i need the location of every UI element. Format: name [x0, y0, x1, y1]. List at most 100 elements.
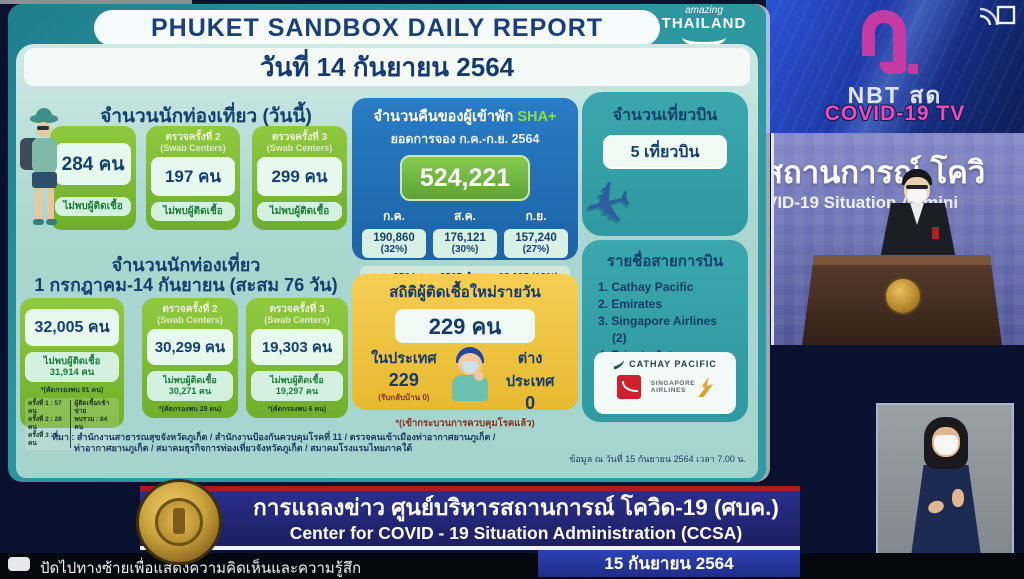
singapore-logo-text1: SINGAPORE	[650, 380, 696, 387]
swab2-label: ตรวจครั้งที่ 2	[165, 132, 221, 143]
airplane-icon: ✈	[576, 167, 640, 242]
government-seal-icon	[136, 479, 222, 565]
cumulative-arrivals-box: 32,005 คน ไม่พบผู้ติดเชื้อ 31,914 คน *(ค…	[20, 298, 124, 450]
cum-swab2-sublabel: (Swab Centers)	[157, 315, 223, 325]
abroad-value: 0	[525, 393, 536, 413]
sha-jul-label: ก.ค.	[383, 209, 405, 223]
detail-row-2: ครั้งที่ 2 : 28 คน	[28, 416, 62, 431]
sha-total-value: 524,221	[400, 155, 530, 201]
daily-cases-footnote: *(เข้ากระบวนการควบคุมโรคแล้ว)	[395, 418, 535, 429]
flights-card: จำนวนเที่ยวบิน 5 เที่ยวบิน ✈	[577, 92, 748, 242]
ccsa-banner: การแถลงข่าว ศูนย์บริหารสถานการณ์ โควิด-1…	[136, 479, 800, 565]
screening-detail-table: ครั้งที่ 1 : 57 คน ครั้งที่ 2 : 28 คน คร…	[25, 398, 119, 450]
swab2-sublabel: (Swab Centers)	[160, 143, 226, 153]
sha-month-aug: ส.ค. 176,121 (30%)	[433, 207, 497, 258]
sha-sep-pct: (27%)	[522, 244, 550, 255]
report-date: วันที่ 14 กันยายน 2564	[24, 48, 750, 86]
glasses-shape	[906, 185, 928, 189]
singapore-airlines-logo: SINGAPORE AIRLINES	[650, 377, 714, 397]
swab3-value: 299 คน	[257, 157, 342, 196]
podium-emblem-icon	[884, 277, 922, 315]
airlines-card: รายชื่อสายการบิน 1. Cathay Pacific 2. Em…	[582, 240, 748, 422]
cum-swab3-note1: ไม่พบผู้ติดเชื้อ	[270, 375, 324, 385]
banner-english-line: Center for COVID - 19 Situation Administ…	[289, 523, 743, 543]
banner-thai-line: การแถลงข่าว ศูนย์บริหารสถานการณ์ โควิด-1…	[253, 495, 779, 520]
singapore-logo-text2: AIRLINES	[650, 387, 686, 394]
sha-month-sep: ก.ย. 157,240 (27%)	[504, 207, 568, 258]
daily-cases-total: 229 คน	[395, 309, 535, 343]
top-bar-fragment	[0, 0, 192, 4]
sha-aug-label: ส.ค.	[453, 209, 477, 223]
cumulative-swab3-box: ตรวจครั้งที่ 3 (Swab Centers) 19,303 คน …	[246, 298, 348, 418]
phuket-sandbox-infographic: PHUKET SANDBOX DAILY REPORT amazing THAI…	[8, 4, 766, 482]
daily-cases-title: สถิติผู้ติดเชื้อใหม่รายวัน	[389, 284, 541, 301]
interpreter-mask-shape	[934, 435, 958, 455]
cumulative-arrivals-value: 32,005 คน	[25, 309, 119, 346]
masked-person-icon	[444, 347, 495, 409]
domestic-note: (รับกลับบ้าน 0)	[378, 393, 430, 402]
tourist-illustration	[16, 108, 72, 234]
domestic-value: 229	[388, 370, 419, 390]
swipe-hint-text: ปัดไปทางซ้ายเพื่อแสดงความคิดเห็นและความร…	[40, 560, 362, 577]
torso-shape	[32, 138, 57, 173]
shorts-shape	[32, 172, 57, 188]
sha-subtitle: ยอดการจอง ก.ค.-ก.ย. 2564	[390, 132, 540, 146]
detail-row-1: ครั้งที่ 1 : 57 คน	[28, 400, 62, 415]
nbt-logo-icon	[862, 10, 918, 76]
sha-sep-label: ก.ย.	[525, 209, 547, 223]
cumulative-arrivals-footnote: *(คัดกรองพบ 91 คน)	[40, 387, 104, 394]
comment-bubble-icon[interactable]	[8, 557, 30, 571]
sha-aug-value: 176,121	[444, 232, 486, 244]
cathay-pacific-logo-text: CATHAY PACIFIC	[629, 359, 717, 369]
airline-logos: CATHAY PACIFIC SINGAPORE AIRLINES	[594, 352, 736, 414]
today-swab2-box: ตรวจครั้งที่ 2 (Swab Centers) 197 คน ไม่…	[146, 126, 240, 230]
cum-swab2-footnote: *(คัดกรองพบ 28 คน)	[158, 406, 222, 413]
nbt-live-label: NBT สด	[766, 78, 1024, 114]
press-conference-video: สถานการณ์ โควิ VID-19 Situation Admini	[771, 133, 1024, 345]
today-swab3-box: ตรวจครั้งที่ 3 (Swab Centers) 299 คน ไม่…	[252, 126, 347, 230]
abroad-cases: ต่างประเทศ 0	[494, 347, 566, 414]
sha-plus-highlight: SHA+	[517, 109, 557, 125]
sha-sep-value: 157,240	[515, 232, 557, 244]
cathay-pacific-logo-icon	[612, 358, 626, 370]
data-as-of: ข้อมูล ณ วันที่ 15 กันยายน 2564 เวลา 7.0…	[569, 454, 746, 464]
swab3-sublabel: (Swab Centers)	[266, 143, 333, 153]
today-arrivals-box: 284 คน ไม่พบผู้ติดเชื้อ	[50, 126, 136, 230]
domestic-label: ในประเทศ	[371, 351, 437, 367]
nbt-branding-zone: NBT สด COVID-19 TV	[766, 0, 1024, 133]
cumulative-swab2-box: ตรวจครั้งที่ 2 (Swab Centers) 30,299 คน …	[142, 298, 238, 418]
cum-swab2-note2: 30,271 คน	[168, 386, 212, 396]
sha-aug-pct: (30%)	[451, 244, 479, 255]
nbt-live-word: สด	[909, 82, 943, 108]
airline-item-2: 2. Emirates	[598, 297, 663, 311]
today-section-title: จำนวนนักท่องเที่ยว (วันนี้)	[100, 106, 312, 127]
cum-swab2-label: ตรวจครั้งที่ 2	[162, 304, 218, 315]
face-mask-shape	[907, 189, 927, 203]
sha-jul-pct: (32%)	[380, 244, 408, 255]
today-arrivals-note: ไม่พบผู้ติดเชื้อ	[55, 197, 131, 216]
domestic-cases: ในประเทศ 229 (รับกลับบ้าน 0)	[364, 347, 444, 414]
cum-swab2-note1: ไม่พบผู้ติดเชื้อ	[163, 375, 217, 385]
backdrop-thai-text: สถานการณ์ โควิ	[771, 155, 986, 190]
broadcast-date-badge: 15 กันยายน 2564	[538, 550, 800, 577]
singapore-bird-icon	[698, 377, 714, 397]
detail-side-1: ผู้ติดเชื้อ/เข้าข่าย	[74, 400, 110, 415]
screen-cast-icon[interactable]	[976, 4, 1016, 26]
cum-swab2-value: 30,299 คน	[147, 329, 233, 365]
sunglasses-shape	[37, 126, 49, 130]
swab2-value: 197 คน	[151, 157, 235, 196]
today-arrivals-value: 284 คน	[55, 143, 131, 185]
ribbon-badge	[932, 227, 939, 239]
infographic-title: PHUKET SANDBOX DAILY REPORT	[94, 10, 660, 46]
daily-cases-card: สถิติผู้ติดเชื้อใหม่รายวัน 229 คน ในประเ…	[352, 274, 578, 429]
brand-thailand: THAILAND	[661, 15, 747, 32]
detail-row-3: ครั้งที่ 3 : 6 คน	[28, 432, 59, 447]
cum-swab3-sublabel: (Swab Centers)	[264, 315, 330, 325]
swab3-note: ไม่พบผู้ติดเชื้อ	[257, 202, 342, 221]
sha-plus-card: จำนวนคืนของผู้เข้าพัก SHA+ ยอดการจอง ก.ค…	[352, 98, 578, 289]
swab2-note: ไม่พบผู้ติดเชื้อ	[151, 202, 235, 221]
flights-value: 5 เที่ยวบิน	[603, 135, 727, 169]
source-line-2: ท่าอากาศยานภูเก็ต / สมาคมธุรกิจการท่องเท…	[74, 443, 413, 453]
brand-amazing: amazing	[685, 5, 723, 16]
